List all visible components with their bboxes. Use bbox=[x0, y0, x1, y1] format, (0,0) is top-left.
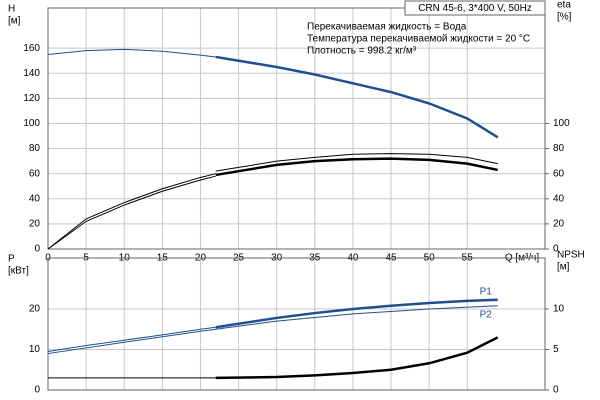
annotation: Температура перекачиваемой жидкости = 20… bbox=[307, 34, 530, 45]
y-axis-label: [кВт] bbox=[8, 266, 29, 277]
y-tick-label: 120 bbox=[23, 93, 40, 104]
y-tick-label: 40 bbox=[29, 193, 41, 204]
title-box bbox=[404, 0, 546, 16]
curve bbox=[215, 55, 499, 139]
y2-tick-label: 40 bbox=[553, 193, 565, 204]
y-tick-label: 80 bbox=[29, 143, 41, 154]
y2-tick-label: 60 bbox=[553, 168, 565, 179]
y-tick-label: 10 bbox=[29, 344, 41, 355]
y-tick-label: 60 bbox=[29, 168, 41, 179]
plot-frame bbox=[47, 257, 546, 391]
y2-tick-label: 0 bbox=[553, 385, 559, 396]
y-axis-label: H bbox=[8, 4, 15, 15]
y2-tick-label: 80 bbox=[553, 143, 565, 154]
y2-tick-label: 20 bbox=[553, 219, 565, 230]
y-tick-label: 20 bbox=[29, 304, 41, 315]
curve bbox=[47, 173, 216, 250]
y2-tick-label: 10 bbox=[553, 304, 565, 315]
y2-axis-label: [м] bbox=[557, 262, 570, 273]
chart-title: CRN 45-6, 3*400 V, 50Hz bbox=[418, 3, 532, 14]
curve bbox=[215, 336, 499, 380]
curve-label: P2 bbox=[480, 309, 493, 320]
y-tick-label: 160 bbox=[23, 43, 40, 54]
y2-tick-label: 5 bbox=[553, 344, 559, 355]
curve bbox=[47, 305, 498, 355]
plot-frame bbox=[47, 7, 546, 250]
y-tick-label: 0 bbox=[34, 385, 40, 396]
y-axis-label: [м] bbox=[8, 16, 21, 27]
y2-axis-label: [%] bbox=[557, 12, 572, 23]
y2-tick-label: 0 bbox=[553, 244, 559, 255]
y2-axis-label: eta bbox=[557, 0, 571, 11]
curve bbox=[47, 326, 216, 353]
curve bbox=[215, 153, 498, 172]
curve bbox=[47, 175, 216, 250]
curve bbox=[47, 48, 216, 58]
y-tick-label: 20 bbox=[29, 219, 41, 230]
y-tick-label: 100 bbox=[23, 118, 40, 129]
y2-tick-label: 100 bbox=[553, 118, 570, 129]
annotation: Перекачиваемая жидкость = Вода bbox=[307, 22, 467, 33]
y-tick-label: 0 bbox=[34, 244, 40, 255]
annotation: Плотность = 998.2 кг/м³ bbox=[307, 46, 417, 57]
y-axis-label: P bbox=[8, 254, 15, 265]
curve-label: P1 bbox=[480, 286, 493, 297]
curve bbox=[215, 298, 498, 329]
y2-axis-label: NPSH bbox=[557, 250, 585, 261]
y-tick-label: 140 bbox=[23, 68, 40, 79]
curve bbox=[215, 157, 498, 177]
